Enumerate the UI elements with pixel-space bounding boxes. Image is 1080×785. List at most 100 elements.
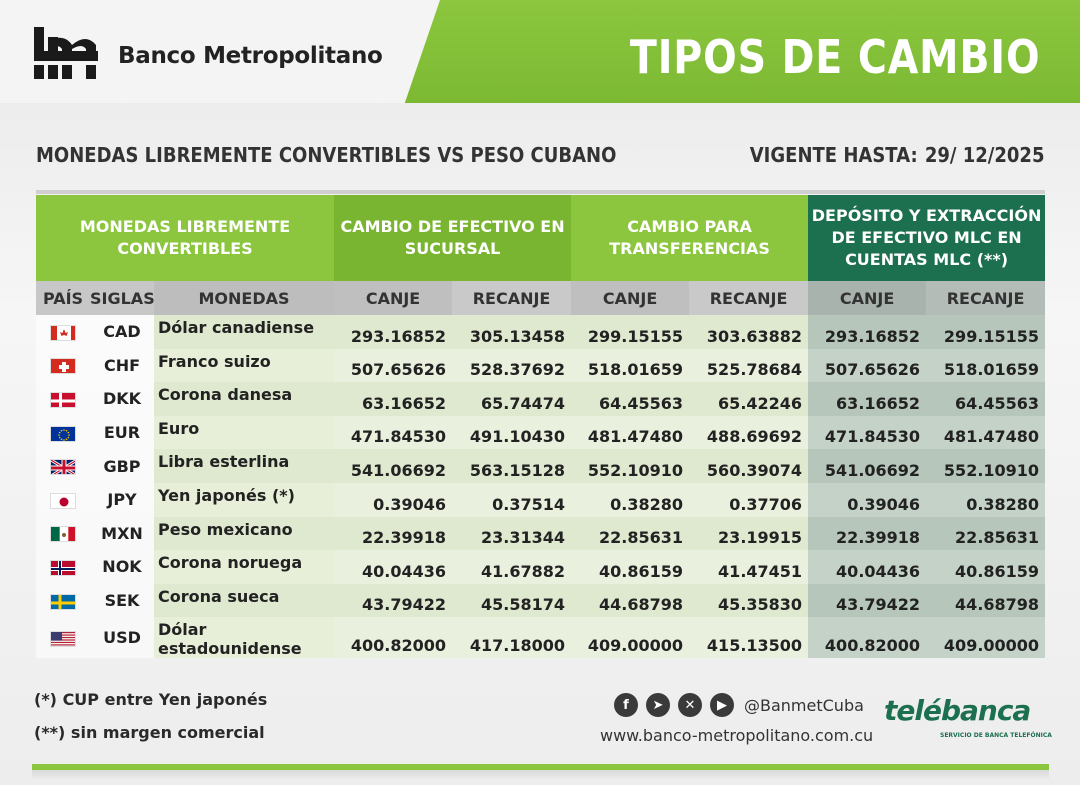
currency-code: NOK [90,550,154,584]
eu-flag-icon [50,425,76,442]
transfer-recanje-value: 23.19915 [689,516,809,551]
cash-canje-value: 471.84530 [334,415,453,450]
mexico-flag-icon [50,526,76,543]
mlc-canje-value: 40.04436 [808,550,927,584]
country-flag-cell [36,617,90,659]
column-header-canje: CANJE [808,281,927,315]
youtube-icon[interactable]: ▶ [710,693,734,717]
transfer-canje-value: 40.86159 [571,550,690,584]
mlc-recanje-value: 481.47480 [926,415,1046,450]
column-header-canje: CANJE [334,281,453,315]
group-header-mlc-accounts: DEPÓSITO Y EXTRACCIÓN DE EFECTIVO MLC EN… [808,195,1046,281]
x-icon[interactable]: ✕ [678,693,702,717]
mlc-canje-value: 0.39046 [808,482,927,517]
transfer-canje-value: 64.45563 [571,382,690,416]
transfer-canje-value: 22.85631 [571,516,690,551]
telebanca-brand: telébanca [884,694,1031,727]
currency-code: JPY [90,482,154,517]
table-row: NOK Corona noruega 40.04436 41.67882 40.8615… [36,550,1046,584]
transfer-recanje-value: 303.63882 [689,315,809,349]
currency-name: Franco suizo [154,348,335,383]
mlc-recanje-value: 0.38280 [926,482,1046,517]
table-row: JPY Yen japonés (*) 0.39046 0.37514 0.38280 0… [36,482,1046,517]
cash-recanje-value: 45.58174 [452,583,572,618]
mlc-recanje-value: 22.85631 [926,516,1046,551]
telebanca-tagline: SERVICIO DE BANCA TELEFÓNICA [940,732,1052,739]
transfer-recanje-value: 65.42246 [689,382,809,416]
transfer-canje-value: 481.47480 [571,415,690,450]
bank-logo-icon [34,27,98,79]
mlc-recanje-value: 64.45563 [926,382,1046,416]
mlc-canje-value: 541.06692 [808,449,927,483]
currency-code: CHF [90,348,154,383]
mlc-recanje-value: 40.86159 [926,550,1046,584]
switzerland-flag-icon [50,358,76,375]
currency-name: Dólar canadiense [154,315,335,349]
currency-name: Corona sueca [154,583,335,618]
currency-code: GBP [90,449,154,483]
social-handle[interactable]: @BanmetCuba [744,695,864,715]
mlc-canje-value: 22.39918 [808,516,927,551]
table-row: CHF Franco suizo 507.65626 528.37692 518.016… [36,348,1046,383]
column-header-currency: MONEDAS [154,281,335,315]
cash-canje-value: 507.65626 [334,348,453,383]
validity-line: VIGENTE HASTA: 29/ 12/2025 [742,143,1044,167]
cash-canje-value: 43.79422 [334,583,453,618]
mlc-recanje-value: 518.01659 [926,348,1046,383]
transfer-canje-value: 518.01659 [571,348,690,383]
footnote-mlc: (**) sin margen comercial [34,723,265,742]
cash-recanje-value: 563.15128 [452,449,572,483]
transfer-recanje-value: 415.13500 [689,617,809,659]
mlc-canje-value: 400.82000 [808,617,927,659]
country-flag-cell [36,382,90,416]
currency-name: Libra esterlina [154,449,335,483]
website-link[interactable]: www.banco-metropolitano.com.cu [600,726,874,745]
country-flag-cell [36,348,90,383]
transfer-recanje-value: 488.69692 [689,415,809,450]
mlc-recanje-value: 552.10910 [926,449,1046,483]
uk-flag-icon [50,459,76,476]
column-header-recanje: RECANJE [452,281,572,315]
transfer-recanje-value: 525.78684 [689,348,809,383]
transfer-canje-value: 409.00000 [571,617,690,659]
cash-canje-value: 293.16852 [334,315,453,349]
currency-code: SEK [90,583,154,618]
country-flag-cell [36,449,90,483]
cash-recanje-value: 528.37692 [452,348,572,383]
telegram-icon[interactable]: ➤ [646,693,670,717]
mlc-recanje-value: 409.00000 [926,617,1046,659]
cash-recanje-value: 65.74474 [452,382,572,416]
table-row: SEK Corona sueca 43.79422 45.58174 44.68798 4… [36,583,1046,618]
facebook-icon[interactable]: f [614,693,638,717]
table-row: MXN Peso mexicano 22.39918 23.31344 22.85631… [36,516,1046,551]
country-flag-cell [36,583,90,618]
transfer-recanje-value: 41.47451 [689,550,809,584]
cash-recanje-value: 0.37514 [452,482,572,517]
currency-name: Corona noruega [154,550,335,584]
country-flag-cell [36,550,90,584]
currency-code: CAD [90,315,154,349]
currency-name: Corona danesa [154,382,335,416]
cash-recanje-value: 23.31344 [452,516,572,551]
header-banner: Banco Metropolitano TIPOS DE CAMBIO [0,0,1080,103]
mlc-canje-value: 507.65626 [808,348,927,383]
currency-code: MXN [90,516,154,551]
cash-canje-value: 0.39046 [334,482,453,517]
column-header-code: SIGLAS [90,281,155,315]
currency-code: DKK [90,382,154,416]
usa-flag-icon [50,630,76,647]
bank-brand-box: Banco Metropolitano [0,0,440,103]
currency-name: Euro [154,415,335,450]
footnote-yen: (*) CUP entre Yen japonés [34,690,268,709]
group-header-currencies: MONEDAS LIBREMENTE CONVERTIBLES [36,195,335,281]
table-row: CAD Dólar canadiense 293.16852 305.13458 299… [36,315,1046,349]
bank-name: Banco Metropolitano [118,43,383,69]
country-flag-cell [36,415,90,450]
page-title: TIPOS DE CAMBIO [629,30,1040,84]
transfer-canje-value: 44.68798 [571,583,690,618]
cash-canje-value: 541.06692 [334,449,453,483]
cash-recanje-value: 491.10430 [452,415,572,450]
japan-flag-icon [50,492,76,509]
column-header-recanje: RECANJE [926,281,1046,315]
table-row: DKK Corona danesa 63.16652 65.74474 64.45563… [36,382,1046,416]
